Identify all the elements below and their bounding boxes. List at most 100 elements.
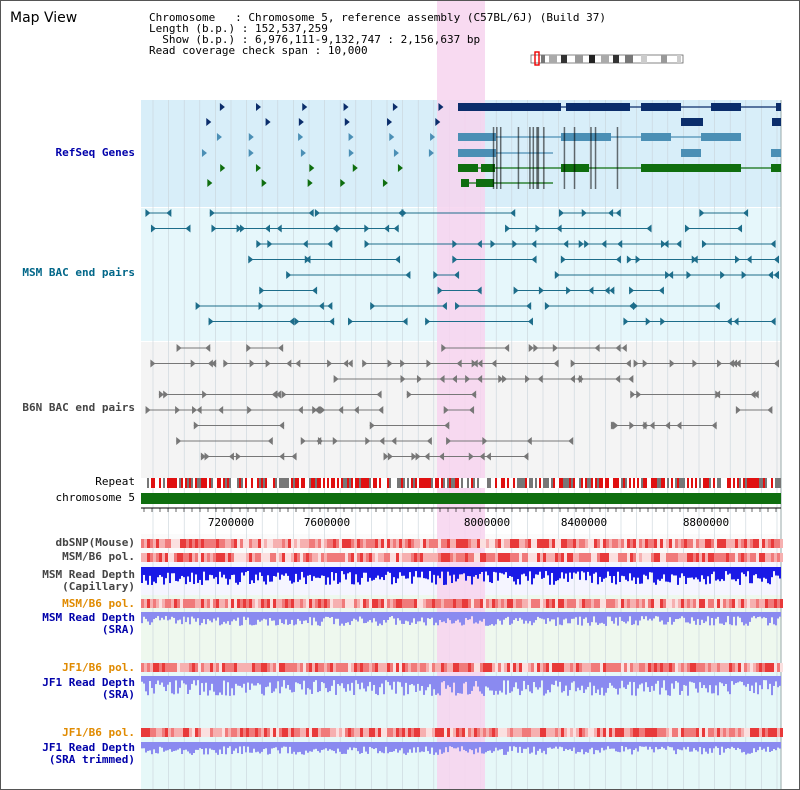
- depth-bar: [611, 567, 613, 583]
- heat-cell: [390, 663, 393, 672]
- pair-end: [365, 437, 371, 445]
- depth-bar: [313, 742, 315, 750]
- depth-bar: [703, 742, 705, 749]
- heat-cell: [156, 539, 159, 548]
- depth-bar: [709, 742, 711, 749]
- heat-cell: [375, 728, 378, 737]
- depth-bar: [237, 742, 239, 754]
- depth-bar: [141, 742, 143, 749]
- depth-bar: [377, 742, 379, 754]
- repeat-cell: [633, 478, 635, 488]
- heat-cell: [729, 663, 732, 672]
- repeat-cell: [763, 478, 765, 488]
- heat-cell: [141, 599, 144, 608]
- depth-bar: [143, 676, 145, 684]
- heat-cell: [489, 539, 492, 548]
- depth-bar: [309, 612, 311, 618]
- depth-bar: [155, 612, 157, 618]
- depth-bar: [421, 612, 423, 618]
- repeat-cell: [279, 478, 281, 488]
- heat-cell: [771, 663, 774, 672]
- depth-bar: [571, 612, 573, 619]
- heat-cell: [435, 728, 438, 737]
- repeat-cell: [285, 478, 287, 488]
- depth-bar: [521, 612, 523, 620]
- heat-cell: [462, 728, 465, 737]
- depth-bar: [739, 612, 741, 618]
- pair-end: [735, 406, 741, 414]
- depth-bar: [463, 612, 465, 625]
- repeat-cell: [523, 478, 525, 488]
- heat-cell: [267, 728, 270, 737]
- heat-cell: [315, 728, 318, 737]
- repeat-cell: [463, 478, 465, 488]
- heat-cell: [198, 728, 201, 737]
- depth-bar: [235, 567, 237, 583]
- depth-bar: [609, 567, 611, 576]
- depth-bar: [723, 567, 725, 581]
- depth-bar: [149, 676, 151, 682]
- depth-bar: [771, 567, 773, 578]
- exon-box: [772, 118, 781, 126]
- depth-bar: [293, 612, 295, 626]
- heat-cell: [699, 663, 702, 672]
- pair-end: [750, 390, 756, 399]
- heat-cell: [732, 539, 735, 548]
- repeat-cell: [681, 478, 683, 488]
- depth-bar: [213, 742, 215, 751]
- depth-bar: [759, 612, 761, 617]
- heat-cell: [390, 728, 393, 737]
- heat-cell: [450, 599, 453, 608]
- pair-end: [402, 317, 408, 326]
- arrow-mark: [219, 103, 225, 111]
- depth-bar: [395, 676, 397, 694]
- repeat-cell: [697, 478, 699, 488]
- heat-cell: [405, 553, 408, 562]
- heat-cell: [408, 663, 411, 672]
- depth-bar: [175, 676, 177, 681]
- pair-end: [523, 452, 529, 461]
- heat-cell: [747, 599, 750, 608]
- heat-cell: [252, 539, 255, 548]
- heat-cell: [483, 728, 486, 737]
- heat-cell: [573, 663, 576, 672]
- pair-end: [726, 317, 732, 326]
- depth-bar: [187, 676, 189, 695]
- length-value: 152,537,259: [254, 22, 328, 35]
- depth-bar: [409, 676, 411, 685]
- heat-cell: [780, 553, 783, 562]
- depth-bar: [505, 612, 507, 619]
- depth-bar: [621, 742, 623, 747]
- depth-bar: [707, 742, 709, 754]
- depth-bar: [281, 612, 283, 624]
- depth-bar: [691, 742, 693, 752]
- depth-bar: [209, 612, 211, 621]
- heat-cell: [399, 553, 402, 562]
- exon-tick: [594, 127, 597, 189]
- heat-cell: [222, 553, 225, 562]
- heat-cell: [513, 728, 516, 737]
- pair-end: [279, 421, 285, 430]
- depth-bar: [567, 742, 569, 751]
- depth-bar: [567, 612, 569, 624]
- depth-bar: [531, 612, 533, 626]
- repeat-cell: [305, 478, 307, 488]
- heat-cell: [186, 539, 189, 548]
- heat-cell: [663, 539, 666, 548]
- heat-cell: [489, 728, 492, 737]
- depth-bar: [429, 676, 431, 685]
- depth-bar: [549, 676, 551, 693]
- heat-cell: [732, 728, 735, 737]
- depth-bar: [525, 676, 527, 690]
- pair-end: [629, 286, 635, 295]
- heat-cell: [201, 539, 204, 548]
- repeat-cell: [259, 478, 261, 488]
- repeat-cell: [627, 478, 629, 488]
- depth-bar: [557, 567, 559, 581]
- heat-cell: [552, 599, 555, 608]
- heat-cell: [750, 539, 753, 548]
- heat-cell: [741, 599, 744, 608]
- heat-cell: [555, 539, 558, 548]
- depth-bar: [339, 742, 341, 752]
